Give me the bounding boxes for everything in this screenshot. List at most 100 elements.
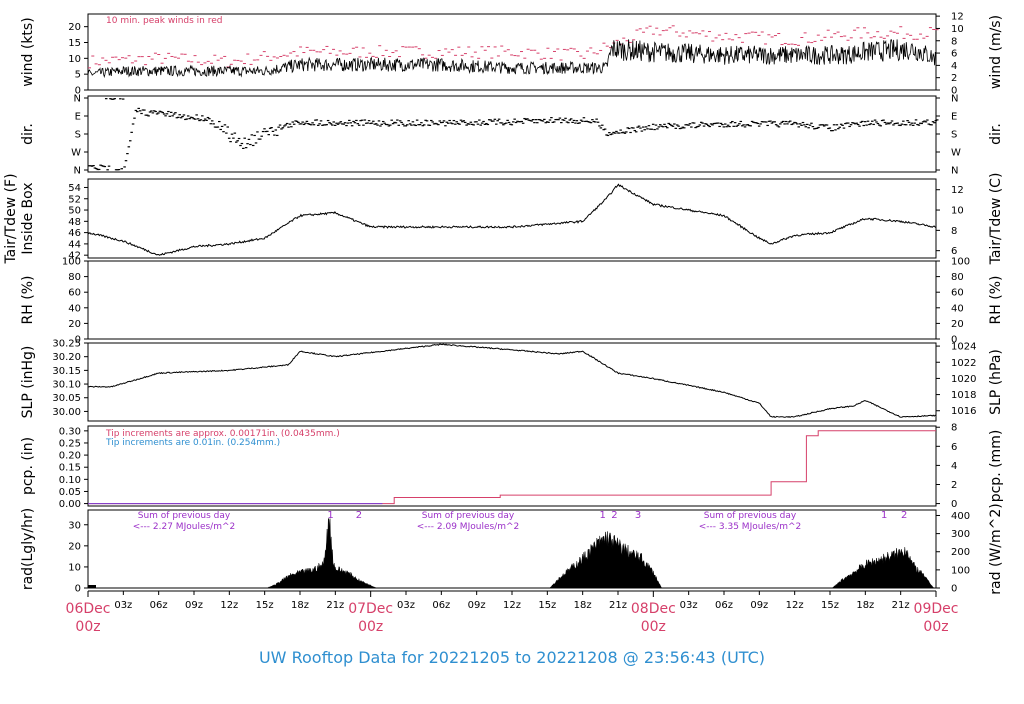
tick-label-right-rh: 80 bbox=[951, 272, 964, 283]
y-label-rh: RH (%) bbox=[20, 276, 36, 325]
tick-label-left-temp: 54 bbox=[68, 183, 81, 194]
tick-label-left-wind: 15 bbox=[68, 38, 81, 49]
rad-annotation-line2: <--- 2.09 MJoules/m^2 bbox=[417, 522, 519, 532]
tick-label-left-dir: E bbox=[75, 112, 81, 123]
tick-label-left-rh: 20 bbox=[68, 319, 81, 330]
temp-series-line bbox=[87, 183, 937, 256]
tick-label-left-pcp: 0.00 bbox=[59, 499, 81, 510]
x-date-time-label: 00z bbox=[923, 619, 948, 635]
rad-annotation-line2: <--- 3.35 MJoules/m^2 bbox=[699, 522, 801, 532]
x-tick-label: 09z bbox=[750, 600, 768, 611]
tick-label-left-dir: N bbox=[74, 94, 81, 105]
tick-label-right-rad: 0 bbox=[951, 584, 957, 595]
tick-label-left-wind: 10 bbox=[68, 54, 81, 65]
tick-label-right-wind: 6 bbox=[951, 49, 957, 60]
tick-label-right-dir: E bbox=[951, 112, 957, 123]
tick-label-left-slp: 30.05 bbox=[52, 393, 81, 404]
tick-label-left-slp: 30.15 bbox=[52, 366, 81, 377]
tick-label-right-pcp: 0 bbox=[951, 499, 957, 510]
tick-label-right-pcp: 2 bbox=[951, 480, 957, 491]
pcp-annotation-001: Tip increments are 0.01in. (0.254mm.) bbox=[105, 438, 280, 448]
y-label-right-wind: wind (m/s) bbox=[988, 15, 1004, 89]
y-label-slp: SLP (inHg) bbox=[20, 346, 36, 419]
x-tick-label: 15z bbox=[821, 600, 839, 611]
tick-label-left-pcp: 0.25 bbox=[59, 438, 81, 449]
rad-marker: 1 bbox=[881, 510, 887, 521]
tick-label-left-pcp: 0.15 bbox=[59, 463, 81, 474]
y-label2-temp: Inside Box bbox=[20, 182, 36, 254]
y-label-temp: Tair/Tdew (F) bbox=[3, 173, 19, 264]
x-date-label: 08Dec bbox=[631, 601, 676, 617]
panel-frame-slp bbox=[87, 342, 937, 422]
rad-annotation-line1: Sum of previous day bbox=[422, 511, 515, 521]
tick-label-right-temp: 10 bbox=[951, 206, 964, 217]
x-tick-label: 15z bbox=[538, 600, 556, 611]
y-label-wind: wind (kts) bbox=[20, 17, 36, 86]
tick-label-right-dir: N bbox=[951, 166, 958, 177]
tick-label-right-wind: 10 bbox=[951, 24, 964, 35]
tick-label-left-pcp: 0.10 bbox=[59, 475, 81, 486]
tick-label-left-dir: S bbox=[75, 130, 81, 141]
tick-label-right-rh: 100 bbox=[951, 257, 970, 268]
x-tick-label: 06z bbox=[150, 600, 168, 611]
x-tick-label: 06z bbox=[715, 600, 733, 611]
tick-label-left-temp: 48 bbox=[68, 217, 81, 228]
x-tick-label: 12z bbox=[220, 600, 238, 611]
tick-label-right-dir: N bbox=[951, 94, 958, 105]
x-tick-label: 09z bbox=[468, 600, 486, 611]
tick-label-right-slp: 1022 bbox=[951, 358, 976, 369]
tick-label-right-rh: 40 bbox=[951, 303, 964, 314]
rad-area-start bbox=[88, 585, 96, 588]
x-tick-label: 21z bbox=[326, 600, 344, 611]
y-label-right-rh: RH (%) bbox=[988, 276, 1004, 325]
tick-label-left-pcp: 0.30 bbox=[59, 426, 81, 437]
tick-label-left-rh: 100 bbox=[62, 257, 81, 268]
tick-label-right-pcp: 8 bbox=[951, 423, 957, 434]
x-tick-label: 12z bbox=[503, 600, 521, 611]
tick-label-left-slp: 30.20 bbox=[52, 352, 81, 363]
tick-label-left-temp: 42 bbox=[68, 251, 81, 262]
tick-label-left-rad: 0 bbox=[75, 584, 81, 595]
tick-label-right-wind: 4 bbox=[951, 61, 957, 72]
tick-label-right-rh: 20 bbox=[951, 319, 964, 330]
tick-label-right-wind: 0 bbox=[951, 86, 957, 97]
tick-label-left-temp: 46 bbox=[68, 228, 81, 239]
tick-label-right-rh: 60 bbox=[951, 288, 964, 299]
tick-label-left-dir: N bbox=[74, 166, 81, 177]
x-tick-label: 12z bbox=[786, 600, 804, 611]
y-label-dir: dir. bbox=[20, 123, 36, 145]
rad-annotation-line1: Sum of previous day bbox=[138, 511, 231, 521]
tick-label-left-wind: 5 bbox=[75, 70, 81, 81]
rad-marker: 2 bbox=[611, 510, 617, 521]
y-label-rad: rad(Lgly/hr) bbox=[20, 508, 36, 590]
x-tick-label: 15z bbox=[256, 600, 274, 611]
tick-label-right-pcp: 4 bbox=[951, 461, 957, 472]
panel-frame-temp bbox=[87, 178, 937, 259]
tick-label-left-wind: 20 bbox=[68, 22, 81, 33]
tick-label-right-dir: W bbox=[951, 148, 961, 159]
tick-label-right-rh: 0 bbox=[951, 335, 957, 346]
pcp-annotation-approx: Tip increments are approx. 0.00171in. (0… bbox=[105, 429, 340, 439]
tick-label-right-slp: 1020 bbox=[951, 374, 976, 385]
rad-area-day3 bbox=[831, 547, 935, 589]
rad-marker: 3 bbox=[635, 510, 641, 521]
y-label-right-dir: dir. bbox=[988, 123, 1004, 145]
x-tick-label: 18z bbox=[856, 600, 874, 611]
panel-frame-wind bbox=[87, 13, 937, 91]
tick-label-right-rad: 400 bbox=[951, 511, 970, 522]
rad-area-day1 bbox=[266, 518, 377, 589]
slp-series-line bbox=[87, 343, 937, 419]
rad-annotation-line2: <--- 2.27 MJoules/m^2 bbox=[133, 522, 235, 532]
tick-label-left-rh: 80 bbox=[68, 272, 81, 283]
y-label-pcp: pcp. (in) bbox=[20, 437, 36, 495]
panel-frame-rad bbox=[87, 509, 937, 589]
tick-label-left-temp: 44 bbox=[68, 239, 81, 250]
panel-frame-pcp bbox=[87, 425, 937, 507]
rad-marker: 2 bbox=[356, 510, 362, 521]
tick-label-right-wind: 2 bbox=[951, 73, 957, 84]
wind-annotation: 10 min. peak winds in red bbox=[106, 16, 223, 26]
x-tick-label: 18z bbox=[574, 600, 592, 611]
rad-marker: 1 bbox=[327, 510, 333, 521]
x-tick-label: 03z bbox=[114, 600, 132, 611]
